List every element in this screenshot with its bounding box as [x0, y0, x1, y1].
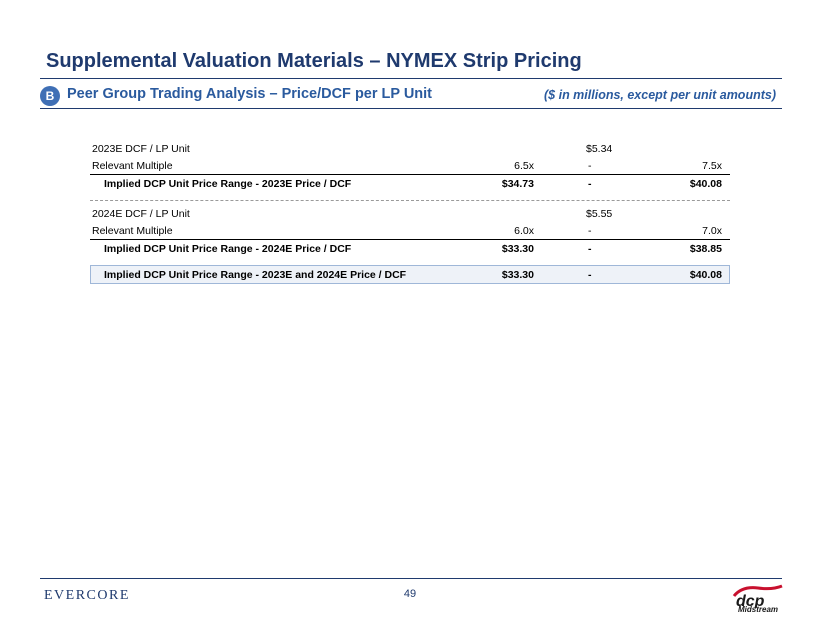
multiple-label: Relevant Multiple	[92, 160, 173, 172]
dcf-row-2023: 2023E DCF / LP Unit $5.34	[90, 140, 730, 157]
implied-row-2023: Implied DCP Unit Price Range - 2023E Pri…	[90, 175, 730, 192]
range-dash: -	[588, 243, 592, 255]
implied-low: $34.73	[501, 178, 534, 190]
section-badge: B	[40, 86, 60, 106]
dcf-label: 2024E DCF / LP Unit	[92, 208, 190, 220]
multiple-low: 6.5x	[514, 160, 534, 172]
units-note: ($ in millions, except per unit amounts)	[544, 88, 776, 102]
evercore-logo: EVERCORE	[44, 588, 130, 603]
summary-label: Implied DCP Unit Price Range - 2023E and…	[104, 269, 407, 281]
implied-high: $38.85	[689, 243, 722, 255]
title-divider	[40, 78, 782, 79]
dcp-logo-icon: dcp	[732, 584, 783, 608]
page-number: 49	[403, 588, 417, 600]
section-divider	[40, 108, 782, 109]
valuation-table: 2023E DCF / LP Unit $5.34 Relevant Multi…	[90, 140, 730, 284]
implied-low: $33.30	[501, 243, 534, 255]
summary-low: $33.30	[501, 269, 534, 281]
dcf-value: $5.55	[586, 208, 613, 220]
implied-row-2024: Implied DCP Unit Price Range - 2024E Pri…	[90, 240, 730, 257]
range-dash: -	[588, 160, 592, 172]
implied-high: $40.08	[689, 178, 722, 190]
range-dash: -	[588, 178, 592, 190]
multiple-high: 7.5x	[702, 160, 722, 172]
section-title: Peer Group Trading Analysis – Price/DCF …	[67, 86, 433, 102]
summary-row: Implied DCP Unit Price Range - 2023E and…	[90, 265, 730, 284]
multiple-low: 6.0x	[514, 225, 534, 237]
multiple-row-2024: Relevant Multiple 6.0x - 7.0x	[90, 222, 730, 240]
multiple-row-2023: Relevant Multiple 6.5x - 7.5x	[90, 157, 730, 175]
dcp-logo-subtext: Midstream	[738, 605, 779, 614]
svg-text:dcp: dcp	[736, 593, 765, 608]
summary-high: $40.08	[689, 269, 722, 281]
dcf-row-2024: 2024E DCF / LP Unit $5.55	[90, 205, 730, 222]
block-separator	[90, 192, 730, 201]
dcf-label: 2023E DCF / LP Unit	[92, 143, 190, 155]
implied-label: Implied DCP Unit Price Range - 2023E Pri…	[104, 178, 352, 190]
page-title: Supplemental Valuation Materials – NYMEX…	[46, 50, 582, 72]
multiple-label: Relevant Multiple	[92, 225, 173, 237]
range-dash: -	[588, 269, 592, 281]
multiple-high: 7.0x	[702, 225, 722, 237]
footer-divider	[40, 578, 782, 579]
dcf-value: $5.34	[586, 143, 613, 155]
implied-label: Implied DCP Unit Price Range - 2024E Pri…	[104, 243, 352, 255]
range-dash: -	[588, 225, 592, 237]
